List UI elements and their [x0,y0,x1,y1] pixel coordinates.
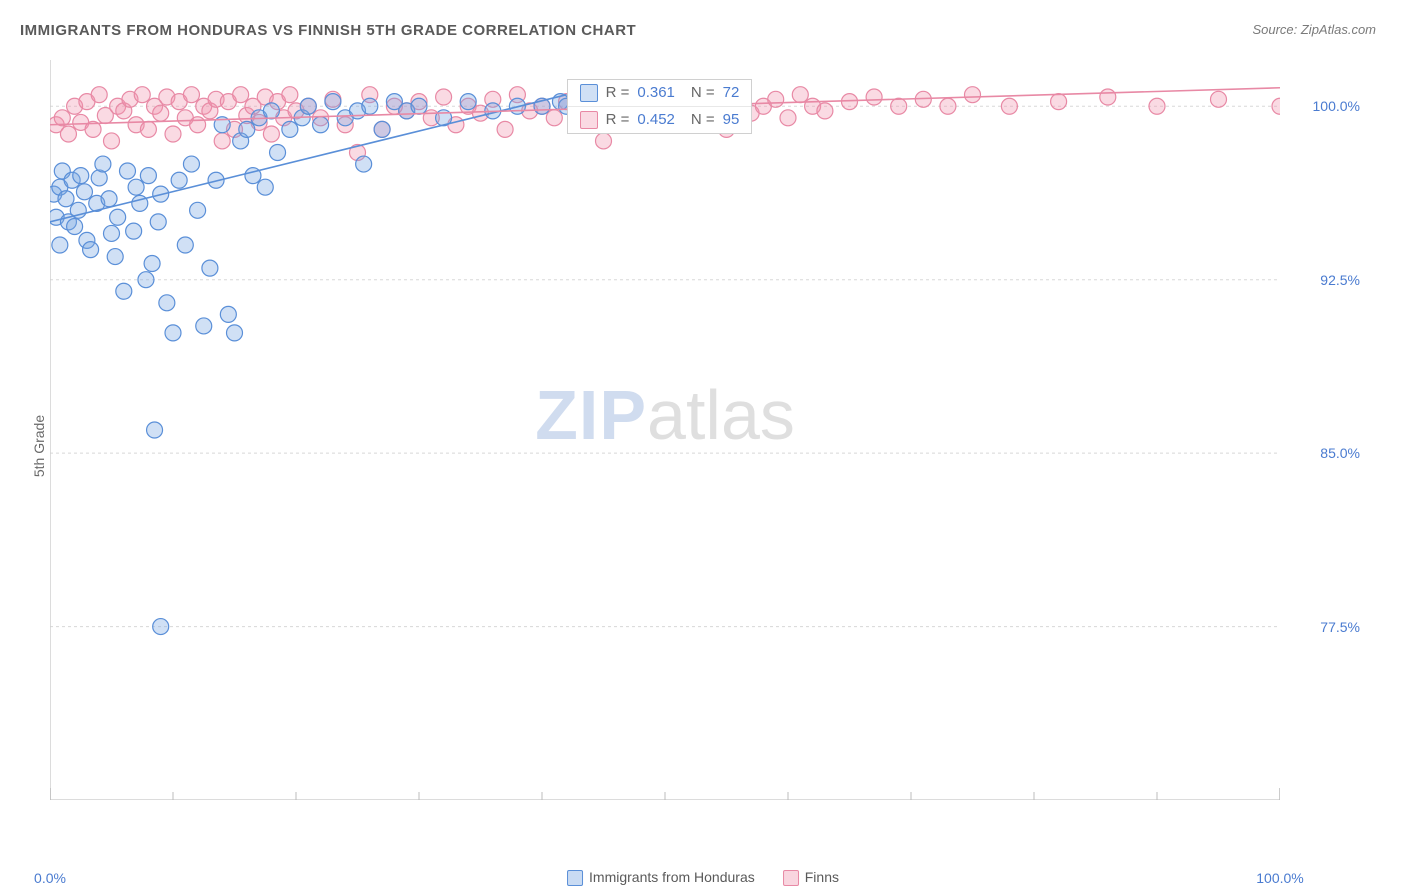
legend-label-honduras: Immigrants from Honduras [589,869,755,885]
stat-r-label: R = [606,111,630,128]
chart-area: ZIPatlas R =0.361N =72R =0.452N =95 77.5… [50,60,1280,800]
stat-row: R = 0.361 N = 72 [568,80,752,107]
correlation-legend: R = 0.361 N = 72 R = 0.452 N = 95 [567,79,753,134]
stat-r-label: R = [606,84,630,101]
stat-swatch [580,111,598,129]
stat-row: R = 0.452 N = 95 [568,107,752,133]
x-tick: 0.0% [34,870,66,886]
series-legend: Immigrants from Honduras Finns [567,869,839,886]
stat-n-value: 72 [723,84,740,101]
stat-r-value: 0.361 [637,84,675,101]
y-tick: 92.5% [1320,272,1360,288]
chart-title: IMMIGRANTS FROM HONDURAS VS FINNISH 5TH … [20,22,636,39]
source-label: Source: ZipAtlas.com [1252,22,1376,37]
y-tick: 85.0% [1320,445,1360,461]
stat-n-value: 95 [723,111,740,128]
scatter-chart [50,60,1280,800]
legend-item-finns: Finns [783,869,839,886]
legend-label-finns: Finns [805,869,839,885]
x-tick: 100.0% [1256,870,1303,886]
stat-n-label: N = [691,84,715,101]
stat-n-label: N = [691,111,715,128]
y-tick: 77.5% [1320,619,1360,635]
stat-swatch [580,84,598,102]
legend-swatch-honduras [567,870,583,886]
y-tick: 100.0% [1313,98,1360,114]
y-axis-label: 5th Grade [31,415,47,477]
stat-r-value: 0.452 [637,111,675,128]
legend-item-honduras: Immigrants from Honduras [567,869,755,886]
legend-swatch-finns [783,870,799,886]
